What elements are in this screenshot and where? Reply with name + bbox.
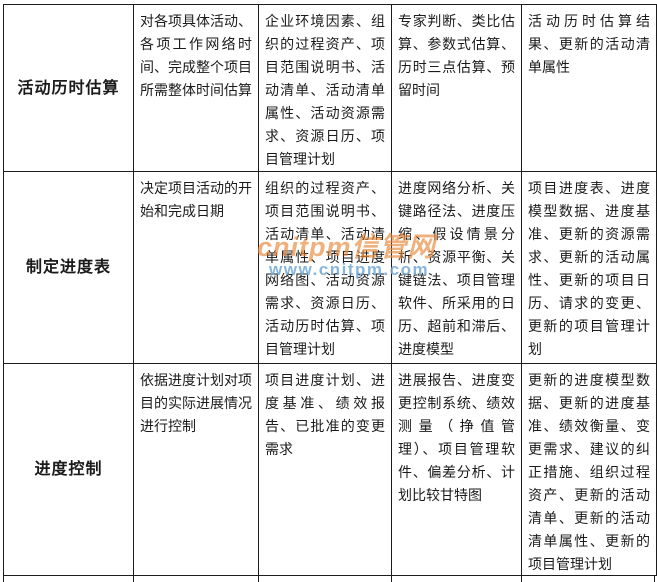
inputs-cell: 企业环境因素、组织的过程资产、项目范围说明书、活动清单、活动清单属性、活动资源需…: [259, 5, 392, 172]
tools-cell: 进度网络分析、关键路径法、进度压缩、假设情景分析、资源平衡、关键链法、项目管理软…: [392, 172, 522, 364]
inputs-cell: 组织的过程资产、项目范围说明书、活动清单、活动清单属性、项目进度网络图、活动资源…: [259, 172, 392, 364]
process-name-cell: 活动历时估算: [4, 5, 134, 172]
description-cell: 依据进度计划对项目的实际进展情况进行控制: [134, 364, 259, 575]
process-name-cell: 进度控制: [4, 364, 134, 575]
table-border-stub: [258, 575, 259, 582]
table-border-stub: [521, 575, 522, 582]
outputs-cell: 更新的进度模型数据、更新的进度基准、绩效衡量、变更需求、建议的纠正措施、组织过程…: [528, 374, 650, 573]
table-border-stub: [3, 575, 4, 582]
process-table: 活动历时估算 对各项具体活动、各项工作网络时间、完成整个项目所需整体时间估算 企…: [3, 4, 657, 576]
table-border-stub: [133, 575, 134, 582]
description-cell: 对各项具体活动、各项工作网络时间、完成整个项目所需整体时间估算: [134, 5, 259, 172]
table-border-stub: [654, 575, 655, 582]
outputs-cell: 项目进度表、进度模型数据、进度基准、更新的资源需求、更新的活动属性、更新的项目日…: [522, 172, 656, 364]
description-cell: 决定项目活动的开始和完成日期: [134, 172, 259, 364]
table-border-stub: [391, 575, 392, 582]
process-name-cell: 制定进度表: [4, 172, 134, 364]
outputs-cell: 活动历时估算结果、更新的活动清单属性: [522, 5, 656, 172]
tools-cell: 进展报告、进度变更控制系统、绩效测量（挣值管理）、项目管理软件、偏差分析、计划比…: [392, 364, 522, 575]
tools-cell: 专家判断、类比估算、参数式估算、历时三点估算、预留时间: [392, 5, 522, 172]
inputs-cell: 项目进度计划、进度基准、绩效报告、已批准的变更需求: [259, 364, 392, 575]
